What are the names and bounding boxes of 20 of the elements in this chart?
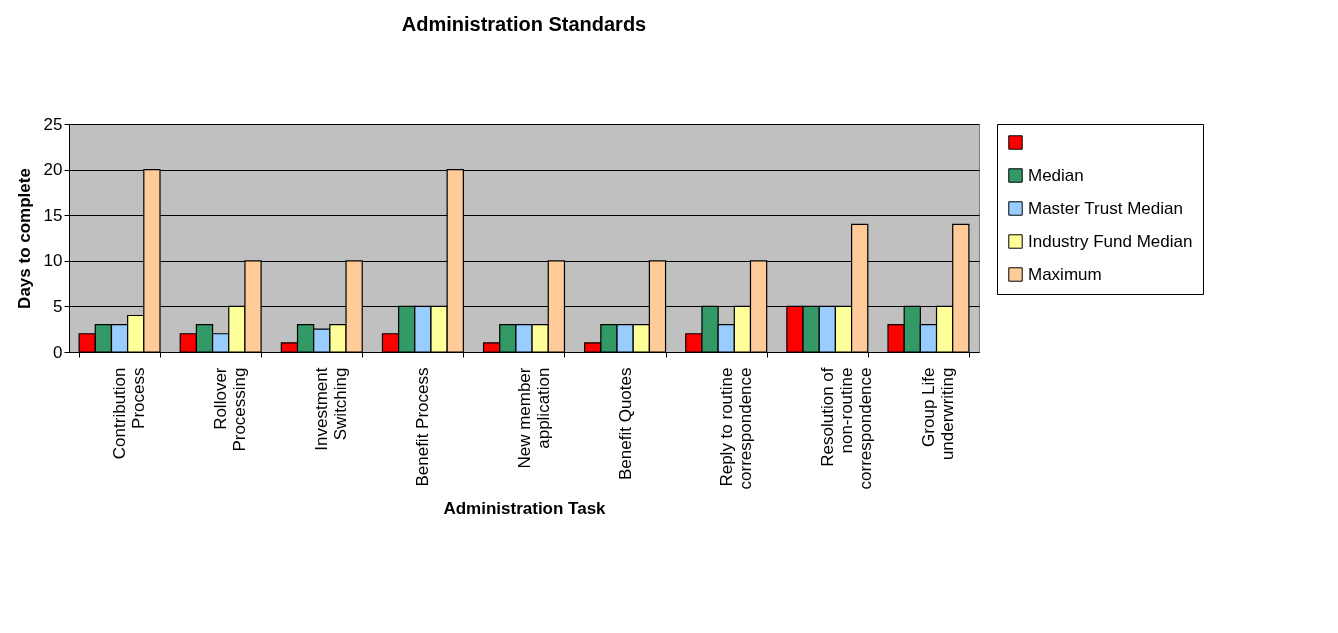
x-tick-label: Investment Switching <box>312 367 351 451</box>
legend-label: Master Trust Median <box>1028 198 1183 218</box>
y-tick-label: 15 <box>43 205 63 225</box>
y-axis-title: Days to complete <box>14 168 34 309</box>
y-tick-label: 0 <box>53 342 63 362</box>
legend-label: Median <box>1028 165 1084 185</box>
x-tick-label: Rollover Processing <box>211 367 250 452</box>
y-tick-label: 5 <box>53 296 63 316</box>
legend-label: Maximum <box>1028 264 1102 284</box>
x-tick-label: Benefit Process <box>413 367 433 487</box>
x-tick-label: Reply to routine correspondence <box>716 367 755 490</box>
x-tick-label: Contribution Process <box>110 367 149 460</box>
x-tick-label: New member application <box>514 367 553 469</box>
y-tick-label: 20 <box>43 160 63 180</box>
chart-title: Administration Standards <box>401 13 647 35</box>
x-tick-label: Benefit Quotes <box>615 367 635 480</box>
x-axis-title: Administration Task <box>443 499 607 519</box>
legend-label: Industry Fund Median <box>1028 231 1193 251</box>
y-tick-label: 25 <box>43 114 63 134</box>
y-tick-label: 10 <box>43 251 63 271</box>
